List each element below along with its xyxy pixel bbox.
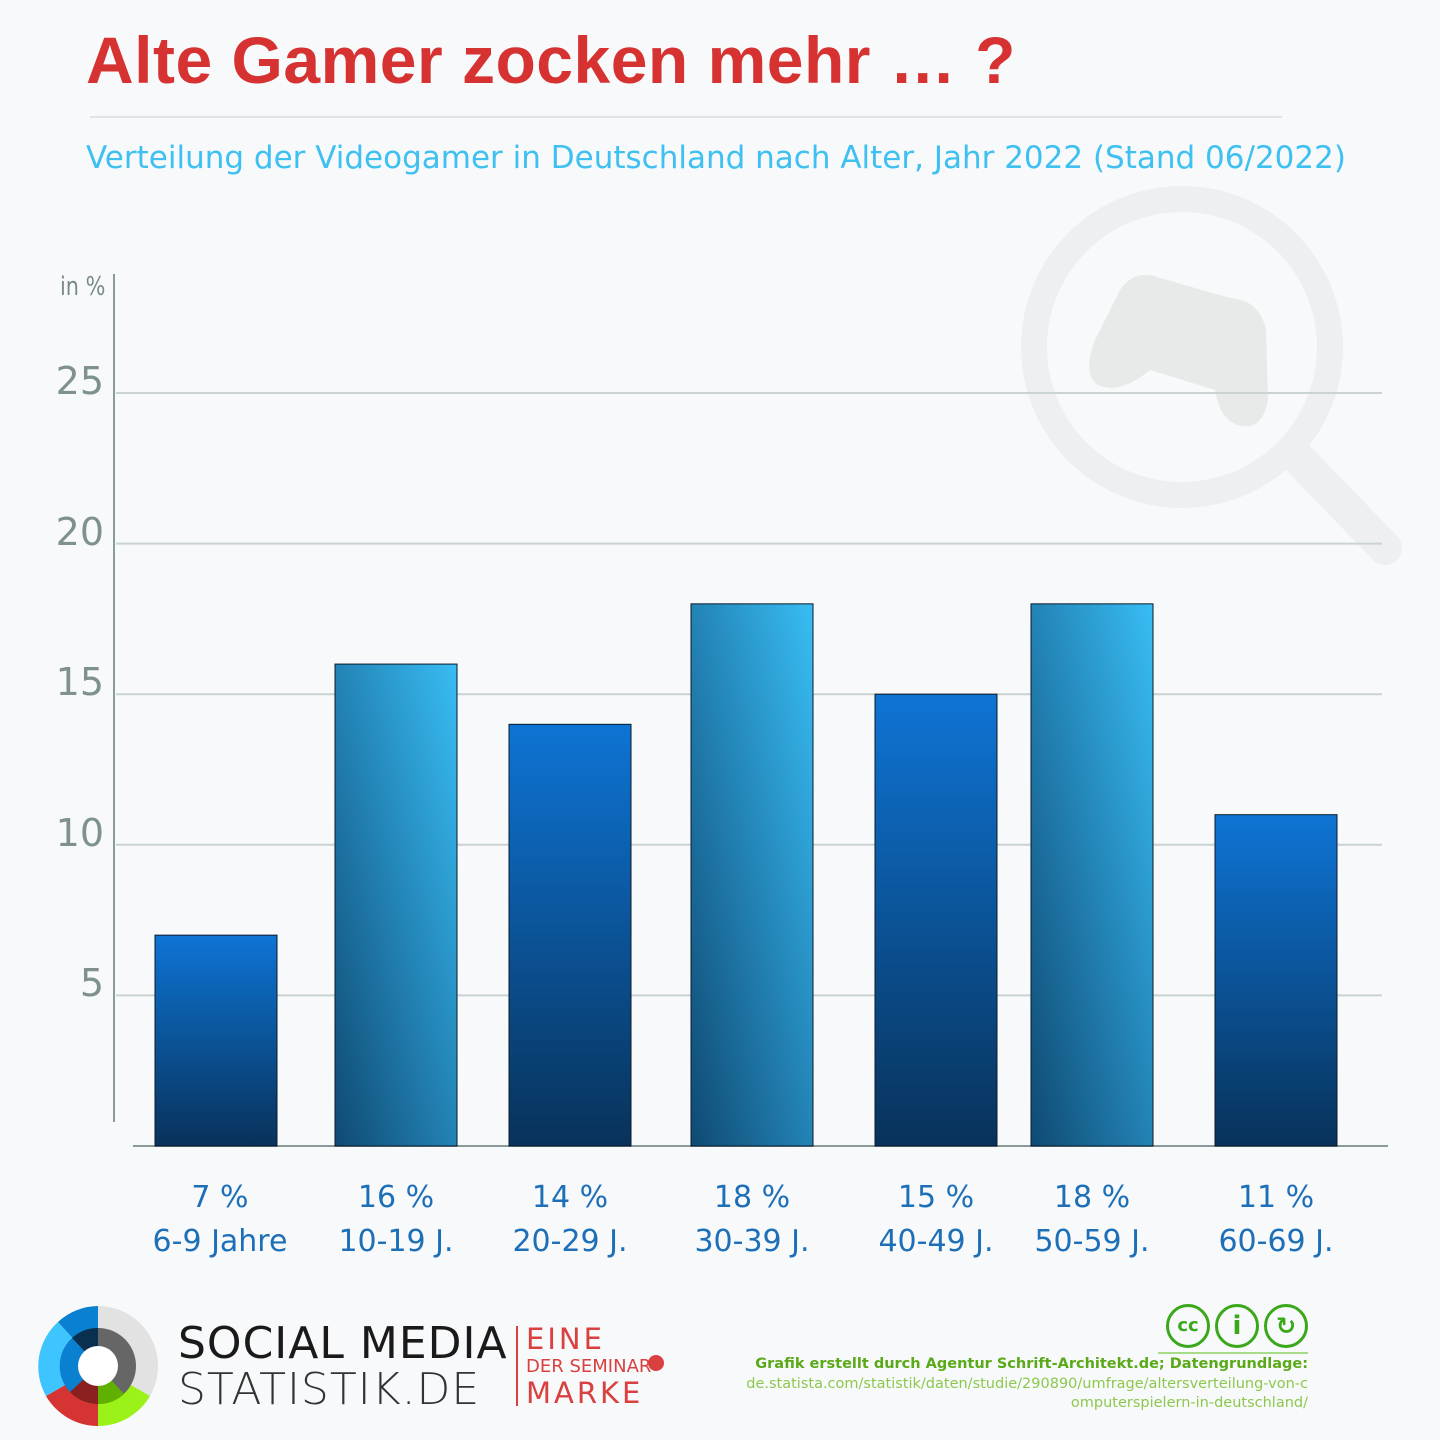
data-label: 18 % — [713, 1180, 791, 1215]
x-label-group: 16 % 10-19 J. — [306, 1176, 486, 1264]
logo-line-2: STATISTIK.DE — [178, 1364, 481, 1415]
share-alike-icon: ↻ — [1264, 1304, 1308, 1348]
logo-line-1: SOCIAL MEDIA — [178, 1318, 508, 1369]
source-link-2[interactable]: omputerspielern-in-deutschland/ — [1070, 1395, 1308, 1411]
category-label: 10-19 J. — [338, 1224, 454, 1259]
data-label: 18 % — [1053, 1180, 1131, 1215]
cc-icon: cc — [1166, 1304, 1210, 1348]
bar-60-69-j- — [1214, 814, 1338, 1147]
credit-text: Grafik erstellt durch Agentur Schrift-Ar… — [755, 1356, 1308, 1372]
bar-6-9-jahre — [154, 934, 278, 1147]
attribution-icon: i — [1215, 1304, 1259, 1348]
x-label-group: 11 % 60-69 J. — [1186, 1176, 1366, 1264]
category-label: 20-29 J. — [512, 1224, 628, 1259]
bar-40-49-j- — [874, 693, 998, 1147]
category-label: 40-49 J. — [878, 1224, 994, 1259]
subtitle: Verteilung der Videogamer in Deutschland… — [86, 140, 1346, 176]
magnifier-controller-icon — [1021, 186, 1402, 565]
bar-30-39-j- — [690, 603, 814, 1147]
license-rule — [1158, 1352, 1308, 1354]
source-link-1[interactable]: de.statista.com/statistik/daten/studie/2… — [746, 1376, 1308, 1392]
page-title: Alte Gamer zocken mehr … ? — [86, 23, 1016, 97]
bar-10-19-j- — [334, 663, 458, 1147]
cc-license-badge: cc i ↻ — [1166, 1304, 1308, 1348]
category-label: 60-69 J. — [1218, 1224, 1334, 1259]
data-label: 7 % — [191, 1180, 249, 1215]
category-label: 50-59 J. — [1034, 1224, 1150, 1259]
title-divider — [90, 116, 1282, 118]
data-label: 11 % — [1237, 1180, 1315, 1215]
y-tick-label: 15 — [55, 660, 104, 705]
y-tick-label: 5 — [79, 961, 104, 1006]
seminar-line-3: MARKE — [526, 1376, 644, 1410]
y-tick-label: 20 — [55, 509, 104, 554]
data-label: 14 % — [531, 1180, 609, 1215]
speech-bubble-icon — [648, 1355, 664, 1371]
social-media-statistik-logo-icon — [38, 1306, 159, 1426]
category-label: 6-9 Jahre — [152, 1224, 288, 1259]
category-label: 30-39 J. — [694, 1224, 810, 1259]
data-label: 15 % — [897, 1180, 975, 1215]
y-tick-label: 10 — [55, 810, 104, 855]
bar-50-59-j- — [1030, 603, 1154, 1147]
seminar-line-2: DER SEMINAR — [526, 1356, 652, 1377]
seminar-divider — [516, 1326, 518, 1406]
data-label: 16 % — [357, 1180, 435, 1215]
y-axis-unit: in % — [60, 272, 106, 302]
x-label-group: 14 % 20-29 J. — [480, 1176, 660, 1264]
x-label-group: 18 % 30-39 J. — [662, 1176, 842, 1264]
x-label-group: 7 % 6-9 Jahre — [130, 1176, 310, 1264]
y-tick-label: 25 — [55, 359, 104, 403]
bar-20-29-j- — [508, 723, 632, 1147]
x-label-group: 15 % 40-49 J. — [846, 1176, 1026, 1264]
seminar-line-1: EINE — [526, 1322, 605, 1356]
x-label-group: 18 % 50-59 J. — [1002, 1176, 1182, 1264]
